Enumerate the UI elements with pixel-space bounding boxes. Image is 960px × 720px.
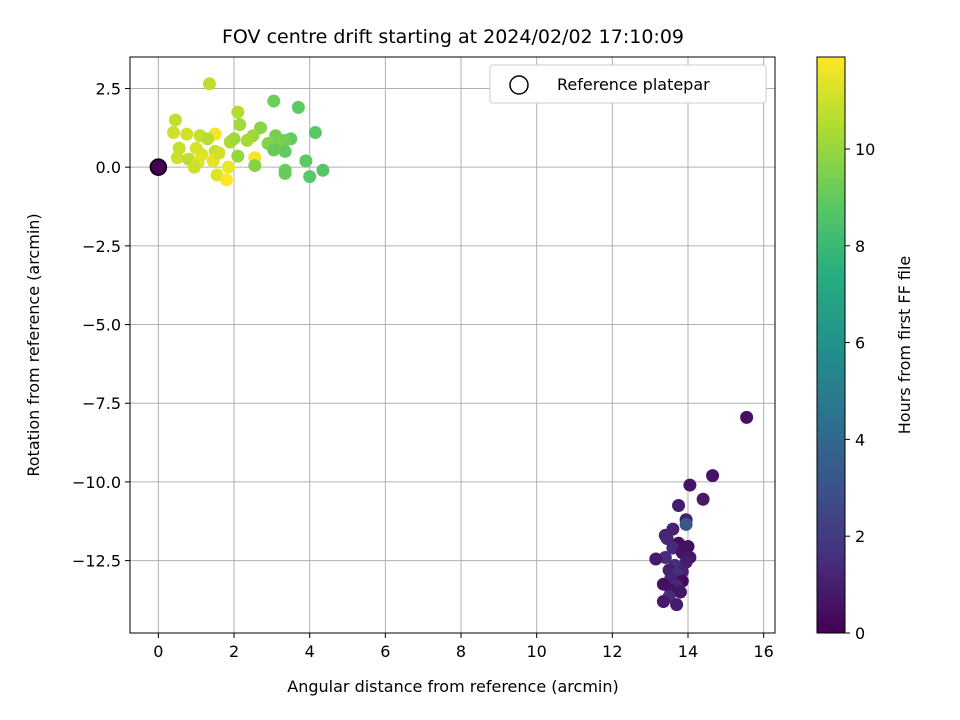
data-point-3: [696, 492, 710, 506]
x-tick-label-8: 16: [753, 642, 773, 661]
colorbar: 0 2 4 6 8 10 Hours from first FF file: [816, 56, 914, 643]
data-point-66: [248, 159, 262, 173]
scatter-points: [167, 77, 754, 612]
data-point-65: [187, 160, 201, 174]
x-tick-label-3: 6: [380, 642, 390, 661]
plot-frame: [129, 56, 776, 634]
data-point-58: [231, 149, 245, 163]
data-point-75: [227, 132, 241, 146]
data-point-63: [299, 154, 313, 168]
data-point-16: [649, 552, 663, 566]
data-point-27: [673, 585, 687, 599]
x-axis-label: Angular distance from reference (arcmin): [287, 677, 618, 696]
y-tick-label-1: 0.0: [96, 158, 121, 177]
x-tick-label-1: 2: [229, 642, 239, 661]
data-point-1: [706, 469, 720, 483]
data-point-9: [660, 532, 674, 546]
data-point-48: [240, 133, 254, 147]
y-axis-label: Rotation from reference (arcmin): [24, 213, 43, 476]
x-tick-label-2: 4: [305, 642, 315, 661]
legend-label-reference: Reference platepar: [557, 75, 710, 94]
data-point-34: [231, 105, 245, 119]
data-point-56: [278, 144, 292, 158]
data-point-6: [679, 517, 693, 531]
data-point-32: [267, 94, 281, 108]
data-point-60: [170, 151, 184, 165]
data-point-2: [683, 478, 697, 492]
y-tick-label-5: −10.0: [72, 473, 121, 492]
chart-title: FOV centre drift starting at 2024/02/02 …: [222, 26, 684, 48]
data-point-74: [212, 146, 226, 160]
data-point-73: [219, 173, 233, 187]
data-point-4: [672, 499, 686, 513]
data-point-40: [180, 127, 194, 141]
colorbar-tick-label-2: 4: [855, 430, 865, 449]
colorbar-tick-label-1: 2: [855, 527, 865, 546]
reference-point: [149, 158, 168, 176]
x-ticks: 0 2 4 6 8 10 12 14 16: [153, 633, 774, 661]
y-tick-label-4: −7.5: [82, 394, 121, 413]
colorbar-tick-label-0: 0: [855, 624, 865, 643]
data-point-35: [168, 113, 182, 127]
x-tick-label-0: 0: [153, 642, 163, 661]
x-tick-label-4: 8: [456, 642, 466, 661]
data-point-0: [740, 410, 754, 424]
data-point-54: [267, 143, 281, 157]
data-point-33: [291, 100, 305, 114]
y-tick-label-6: −12.5: [72, 552, 121, 571]
legend-box: [489, 64, 767, 104]
colorbar-tick-label-5: 10: [855, 140, 875, 159]
y-tick-label-2: −2.5: [82, 237, 121, 256]
data-point-31: [202, 77, 216, 91]
colorbar-label: Hours from first FF file: [895, 256, 914, 435]
data-point-30: [670, 598, 684, 612]
y-ticks: 2.5 0.0 −2.5 −5.0 −7.5 −10.0 −12.5: [72, 79, 130, 571]
data-point-69: [316, 163, 330, 177]
colorbar-bar: [816, 56, 846, 634]
data-point-29: [656, 595, 670, 609]
data-point-72: [303, 170, 317, 184]
legend-marker-reference: [509, 75, 529, 95]
y-tick-label-3: −5.0: [82, 316, 121, 335]
data-point-70: [278, 166, 292, 180]
x-tick-label-7: 14: [678, 642, 698, 661]
x-tick-label-5: 10: [526, 642, 546, 661]
data-point-45: [201, 132, 215, 146]
data-point-38: [308, 126, 322, 140]
data-point-67: [221, 160, 235, 174]
y-tick-label-0: 2.5: [96, 79, 121, 98]
legend: Reference platepar: [489, 64, 767, 104]
colorbar-tick-label-4: 8: [855, 237, 865, 256]
colorbar-tick-label-3: 6: [855, 334, 865, 353]
data-point-36: [233, 118, 247, 132]
x-tick-label-6: 12: [602, 642, 622, 661]
data-point-39: [167, 126, 181, 140]
grid-lines: [130, 57, 775, 633]
colorbar-ticks: 0 2 4 6 8 10: [845, 140, 875, 643]
